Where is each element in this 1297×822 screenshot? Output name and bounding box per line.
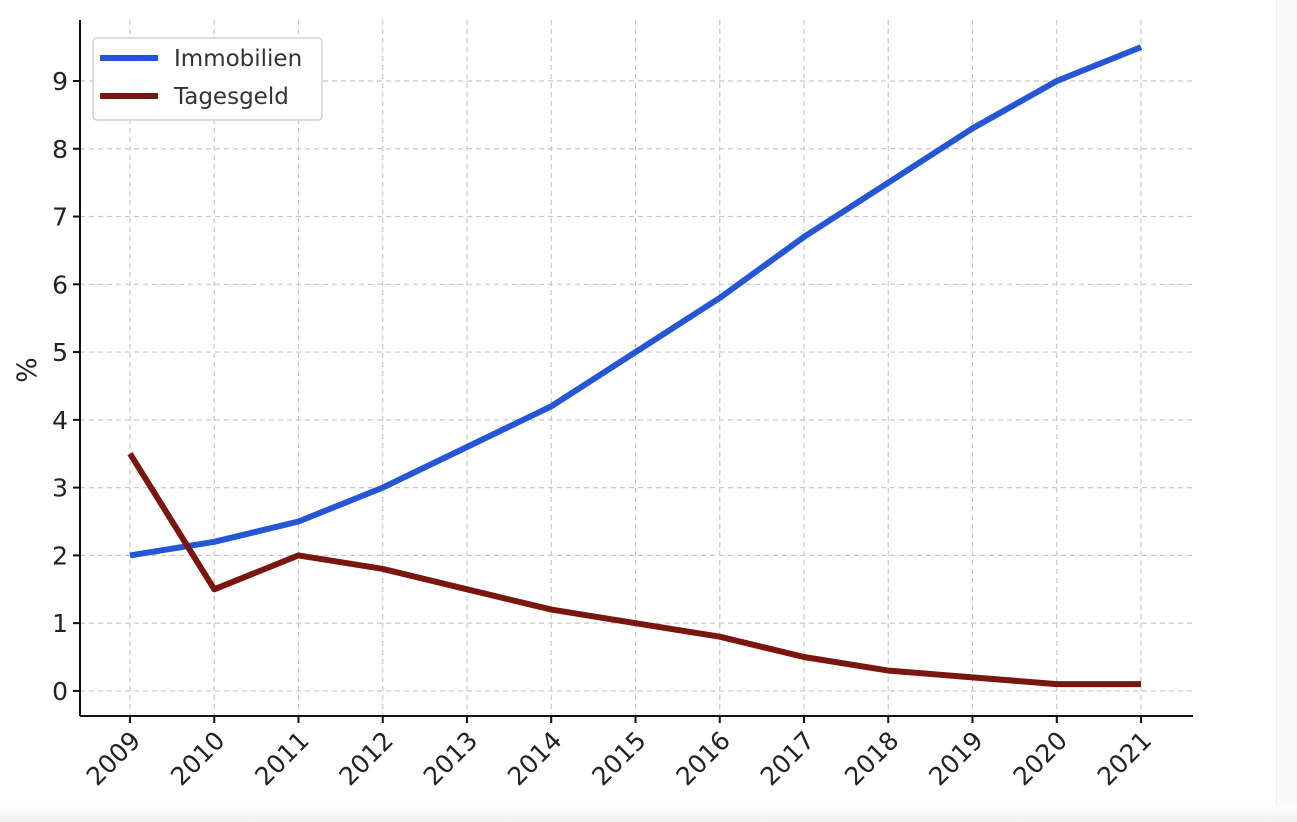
series-line-tagesgeld (127, 452, 1141, 688)
legend-label-immobilien: Immobilien (174, 46, 302, 72)
legend-label-tagesgeld: Tagesgeld (173, 84, 289, 110)
y-tick-label-3: 3 (52, 474, 68, 503)
x-tick-label-2021: 2021 (1092, 726, 1157, 791)
series-line-immobilien (129, 44, 1143, 559)
legend: Immobilien Tagesgeld (92, 37, 323, 121)
y-tick-label-7: 7 (52, 203, 68, 232)
y-axis-ticks: 0 1 2 3 4 5 6 7 8 9 (52, 67, 80, 706)
x-tick-label-2010: 2010 (165, 726, 230, 791)
x-tick-label-2014: 2014 (502, 726, 567, 791)
y-tick-label-0: 0 (52, 677, 68, 706)
x-tick-label-2012: 2012 (333, 726, 398, 791)
x-tick-label-2009: 2009 (81, 726, 146, 791)
x-tick-label-2015: 2015 (586, 726, 651, 791)
x-tick-label-2019: 2019 (923, 726, 988, 791)
x-axis-ticks: 2009 2010 2011 2012 2013 2014 2015 2016 2017 2018… (81, 716, 1157, 791)
y-tick-label-6: 6 (52, 270, 68, 299)
horizontal-gridlines (80, 80, 1193, 692)
vertical-gridlines (129, 20, 1142, 716)
y-axis-label: % (12, 357, 43, 383)
x-tick-label-2020: 2020 (1007, 726, 1072, 791)
y-tick-label-2: 2 (52, 541, 68, 570)
x-tick-label-2013: 2013 (418, 726, 483, 791)
x-tick-label-2011: 2011 (249, 726, 314, 791)
window-edge-bottom (0, 806, 1297, 822)
y-tick-label-4: 4 (52, 406, 68, 435)
window-edge-right (1276, 0, 1297, 822)
y-tick-label-5: 5 (52, 338, 68, 367)
series-lines (127, 44, 1143, 688)
y-tick-label-9: 9 (52, 67, 68, 96)
y-tick-label-8: 8 (52, 135, 68, 164)
x-tick-label-2017: 2017 (755, 726, 820, 791)
x-tick-label-2016: 2016 (670, 726, 735, 791)
y-tick-label-1: 1 (52, 609, 68, 638)
x-tick-label-2018: 2018 (839, 726, 904, 791)
